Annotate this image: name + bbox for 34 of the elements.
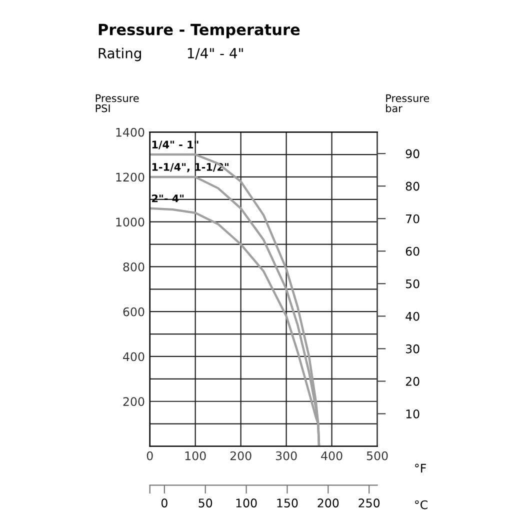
y-tick-label: 400 xyxy=(123,352,144,362)
y2-tick-label: 90 xyxy=(406,149,420,158)
y-tick-label: 200 xyxy=(123,397,144,406)
y-tick-label: 1400 xyxy=(116,128,144,137)
y2-tick-label: 80 xyxy=(406,182,420,191)
x-tick-label: 300 xyxy=(276,451,297,460)
y2-tick-label: 40 xyxy=(406,312,420,321)
y-tick-label: 600 xyxy=(123,307,144,316)
y2-axis-title: Pressure bar xyxy=(386,94,430,112)
x2-tick-label: 200 xyxy=(318,498,339,508)
y2-tick-label: 70 xyxy=(406,214,420,224)
x2-tick-label: 0 xyxy=(161,498,168,508)
y2-tick-label: 50 xyxy=(406,279,420,288)
y2-tick-label: 20 xyxy=(406,376,420,386)
y2-tick-label: 10 xyxy=(406,409,420,418)
y2-tick-label: 30 xyxy=(406,344,420,354)
x-tick-label: 100 xyxy=(185,451,206,460)
x-axis-title: °F xyxy=(415,464,426,472)
x-tick-label: 0 xyxy=(146,451,153,460)
x2-tick-label: 150 xyxy=(277,498,298,508)
x-tick-label: 400 xyxy=(321,451,342,460)
y-tick-label: 800 xyxy=(123,262,144,272)
x-tick-label: 200 xyxy=(230,451,252,460)
x-tick-label: 500 xyxy=(366,451,388,460)
y-tick-label: 1200 xyxy=(116,172,144,182)
y-tick-label: 1000 xyxy=(116,218,144,227)
x2-tick-label: 100 xyxy=(236,498,257,508)
x2-axis-title: °C xyxy=(415,500,428,510)
x2-tick-label: 50 xyxy=(198,498,212,508)
chart-subtitle: Rating 1/4" - 4" xyxy=(98,48,243,62)
x2-tick-label: 250 xyxy=(358,498,380,508)
y-axis-title: Pressure PSI xyxy=(96,94,139,112)
chart-title: Pressure - Temperature xyxy=(98,24,300,38)
y2-tick-label: 60 xyxy=(406,246,420,256)
